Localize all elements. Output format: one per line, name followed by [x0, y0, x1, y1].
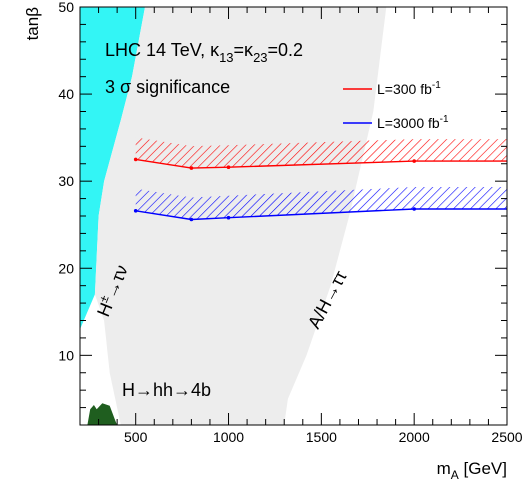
point-series-1-3 [226, 165, 231, 169]
legend-label-2: L=3000 fb-1 [377, 114, 449, 131]
annotation-hh-4b: H→hh→4b [122, 380, 211, 400]
chart-subtitle: 3 σ significance [105, 77, 230, 97]
x-tick-label: 2000 [399, 429, 430, 445]
y-tick-label: 30 [58, 173, 74, 189]
band-series-2 [135, 187, 507, 220]
point-series-2-1 [133, 209, 138, 213]
point-series-2-3 [226, 215, 231, 220]
x-tick-label: 2500 [491, 429, 522, 445]
y-tick-label: 10 [58, 347, 74, 363]
axis-ticks [80, 6, 508, 426]
series-lines [133, 157, 507, 222]
x-axis-label: mA [GeV] [437, 459, 507, 481]
y-tick-label: 20 [58, 260, 74, 276]
y-axis-label: tanβ [23, 7, 42, 41]
point-series-1-1 [133, 157, 138, 162]
point-series-1-4 [412, 159, 417, 163]
point-series-2-2 [189, 217, 194, 222]
tick-labels: 500 1000 1500 2000 2500 10 20 30 40 50 [58, 0, 522, 445]
x-tick-label: 1000 [213, 429, 244, 445]
point-series-1-2 [189, 166, 194, 170]
legend: L=300 fb-1 L=3000 fb-1 [343, 80, 449, 131]
region-hh-4b [87, 403, 118, 425]
x-tick-label: 1500 [306, 429, 337, 445]
y-tick-label: 40 [58, 86, 74, 102]
x-tick-label: 500 [124, 429, 148, 445]
chart-title: LHC 14 TeV, κ13=κ23=0.2 [105, 40, 303, 65]
region-charged-higgs [80, 7, 145, 330]
point-series-2-4 [412, 207, 417, 211]
y-tick-label: 50 [58, 0, 74, 15]
legend-label-1: L=300 fb-1 [377, 80, 441, 97]
